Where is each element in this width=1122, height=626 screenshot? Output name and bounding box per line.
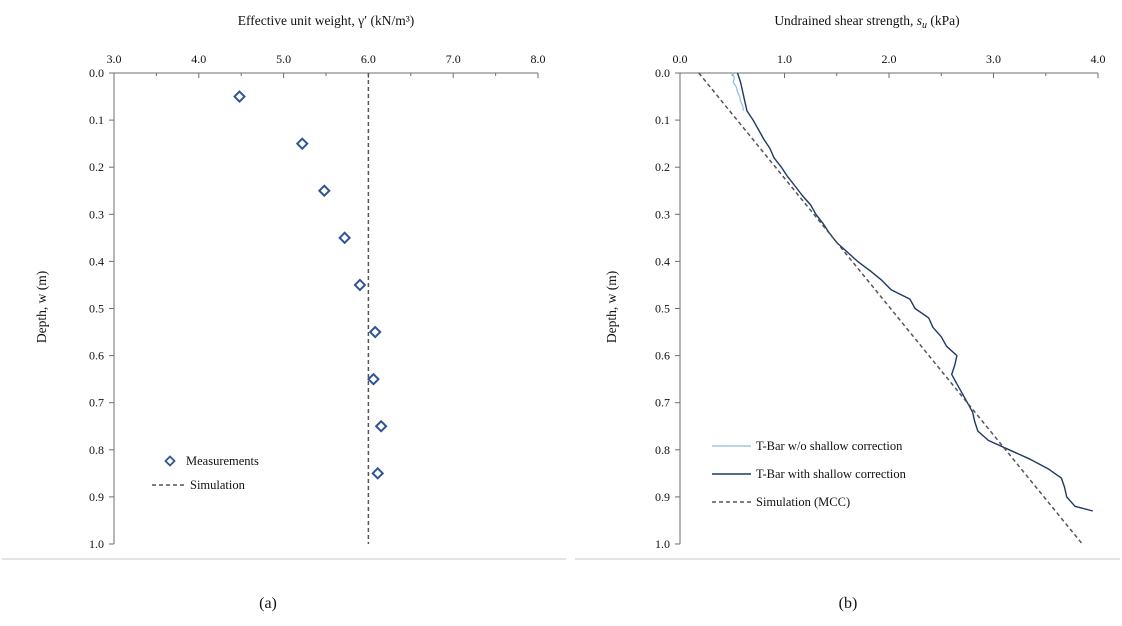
- panel-a-ylabel: Depth, w (m): [34, 271, 49, 343]
- y-tick-label: 0.5: [89, 302, 104, 316]
- y-tick-label: 0.7: [655, 396, 670, 410]
- legend-simulation-mcc-label: Simulation (MCC): [756, 495, 850, 509]
- measurement-point: [371, 466, 385, 480]
- panel-b-caption: (b): [839, 595, 858, 612]
- y-tick-label: 0.6: [655, 349, 670, 363]
- panel-b-xlabel-prefix: Undrained shear strength,: [774, 13, 916, 28]
- x-tick-label: 5.0: [276, 52, 291, 66]
- measurement-point: [374, 419, 388, 433]
- x-tick-label: 0.0: [673, 52, 688, 66]
- panel-b-y-ticks: 0.0 0.1 0.2 0.3 0.4 0.5 0.6 0.7 0.8 0.9 1.0: [655, 66, 680, 551]
- legend-tbar-with-label: T-Bar with shallow correction: [756, 467, 907, 481]
- panel-a-caption: (a): [259, 595, 277, 612]
- x-tick-label: 4.0: [1091, 52, 1106, 66]
- y-tick-label: 0.3: [89, 207, 104, 221]
- x-tick-label: 8.0: [531, 52, 546, 66]
- panel-b-ylabel: Depth, w (m): [604, 271, 619, 343]
- x-tick-label: 3.0: [107, 52, 122, 66]
- y-tick-label: 0.3: [655, 207, 670, 221]
- panel-b-series: [698, 72, 1093, 545]
- legend-tbar-wo-label: T-Bar w/o shallow correction: [756, 439, 903, 453]
- y-tick-label: 0.9: [89, 490, 104, 504]
- panel-a-series: [233, 73, 388, 544]
- measurement-point: [338, 231, 352, 245]
- x-tick-label: 6.0: [361, 52, 376, 66]
- y-tick-label: 0.2: [89, 160, 104, 174]
- panel-a-x-ticks: 3.0 4.0 5.0 6.0 7.0 8.0: [107, 52, 546, 78]
- legend-simulation-label: Simulation: [190, 478, 246, 492]
- y-tick-label: 0.5: [655, 302, 670, 316]
- legend-measurements-marker: [164, 455, 176, 467]
- y-tick-label: 0.9: [655, 490, 670, 504]
- measurement-point: [367, 372, 380, 386]
- panel-b-x-ticks: 0.0 1.0 2.0 3.0 4.0: [673, 52, 1106, 78]
- panel-a: Effective unit weight, γ′ (kN/m³) Depth,…: [2, 13, 566, 612]
- t-bar-w-o-shallow-correction-line: [731, 72, 745, 111]
- panel-b-xlabel-suffix: (kPa): [927, 13, 960, 28]
- legend-measurements-label: Measurements: [186, 454, 259, 468]
- simulation-mcc-line: [698, 72, 1083, 545]
- y-tick-label: 0.1: [89, 113, 104, 127]
- y-tick-label: 0.8: [89, 443, 104, 457]
- y-tick-label: 0.0: [89, 66, 104, 80]
- y-tick-label: 0.6: [89, 349, 104, 363]
- y-tick-label: 0.2: [655, 160, 670, 174]
- panel-b-xlabel-symbol: s: [917, 13, 922, 28]
- x-tick-label: 1.0: [777, 52, 792, 66]
- y-tick-label: 0.4: [89, 254, 104, 268]
- measurement-point: [368, 325, 382, 339]
- y-tick-label: 0.8: [655, 443, 670, 457]
- panel-b-xlabel: Undrained shear strength, su (kPa): [774, 13, 959, 31]
- panel-a-y-ticks: 0.0 0.1 0.2 0.3 0.4 0.5 0.6 0.7 0.8 0.9 1.0: [89, 66, 114, 551]
- y-tick-label: 0.0: [655, 66, 670, 80]
- panel-a-legend: Measurements Simulation: [152, 454, 259, 492]
- measurement-point: [233, 90, 246, 103]
- x-tick-label: 7.0: [446, 52, 461, 66]
- y-tick-label: 0.7: [89, 396, 104, 410]
- y-tick-label: 0.4: [655, 254, 670, 268]
- y-tick-label: 1.0: [89, 537, 104, 551]
- panel-b: Undrained shear strength, su (kPa) Depth…: [575, 13, 1120, 612]
- panel-b-xlabel-sub: u: [922, 20, 927, 31]
- y-tick-label: 1.0: [655, 537, 670, 551]
- measurement-point: [353, 278, 367, 292]
- panel-a-xlabel: Effective unit weight, γ′ (kN/m³): [238, 13, 415, 28]
- x-tick-label: 2.0: [882, 52, 897, 66]
- panel-b-legend: T-Bar w/o shallow correction T-Bar with …: [712, 439, 907, 509]
- t-bar-with-shallow-correction-line: [736, 72, 1093, 512]
- measurement-point: [295, 137, 309, 151]
- x-tick-label: 3.0: [986, 52, 1001, 66]
- measurement-point: [317, 184, 331, 198]
- x-tick-label: 4.0: [191, 52, 206, 66]
- y-tick-label: 0.1: [655, 113, 670, 127]
